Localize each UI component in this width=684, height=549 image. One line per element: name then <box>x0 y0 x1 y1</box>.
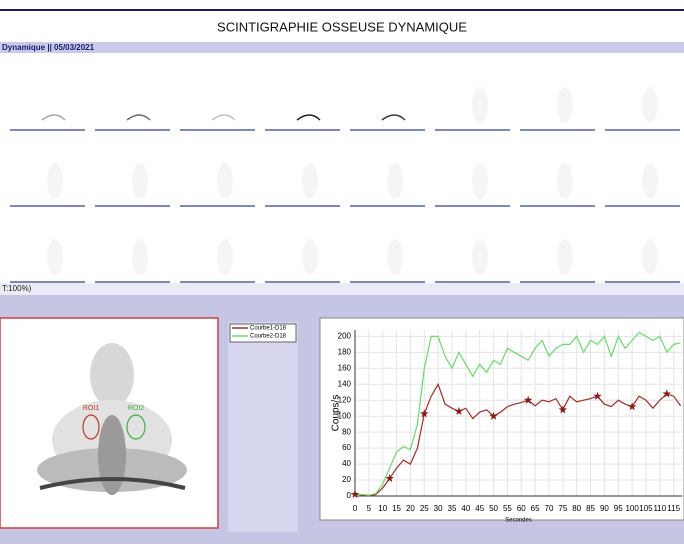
thumb-body <box>472 163 488 199</box>
y-tick-label: 180 <box>338 347 352 356</box>
thumb-body <box>132 163 148 199</box>
page: SCINTIGRAPHIE OSSEUSE DYNAMIQUE Dynamiqu… <box>0 0 684 549</box>
y-tick-label: 40 <box>342 459 351 468</box>
thumb-body <box>642 239 658 275</box>
legend-panel <box>228 322 298 532</box>
y-tick-label: 60 <box>342 443 351 452</box>
y-axis-label: Coups/s <box>331 395 342 432</box>
page-title: SCINTIGRAPHIE OSSEUSE DYNAMIQUE <box>217 19 467 34</box>
image-grid <box>0 53 684 283</box>
thumb-body <box>472 87 488 123</box>
chart-panel <box>320 318 684 520</box>
y-tick-label: 20 <box>342 475 351 484</box>
legend-label: Courbe2-D18 <box>250 334 287 340</box>
thumb-body <box>557 239 573 275</box>
thumb-body <box>132 239 148 275</box>
thumb-body <box>217 163 233 199</box>
y-tick-label: 80 <box>342 427 351 436</box>
x-tick-label: 25 <box>420 504 429 513</box>
x-tick-label: 100 <box>625 504 639 513</box>
thumb-body <box>302 239 318 275</box>
x-tick-label: 0 <box>353 504 358 513</box>
x-tick-label: 55 <box>503 504 512 513</box>
x-tick-label: 115 <box>667 504 680 513</box>
y-tick-label: 160 <box>338 363 352 372</box>
thumb-body <box>47 163 63 199</box>
subtitle: Dynamique || 05/03/2021 <box>2 43 95 52</box>
status-text: T:100%) <box>2 284 32 293</box>
x-axis-label: Secondes <box>505 518 532 524</box>
x-tick-label: 110 <box>653 504 666 513</box>
x-tick-label: 45 <box>475 504 484 513</box>
roi-label: ROI2 <box>128 405 144 412</box>
x-tick-label: 30 <box>434 504 443 513</box>
x-tick-label: 70 <box>545 504 554 513</box>
x-tick-label: 10 <box>378 504 387 513</box>
x-tick-label: 105 <box>639 504 653 513</box>
y-tick-label: 200 <box>338 331 352 340</box>
screen: SCINTIGRAPHIE OSSEUSE DYNAMIQUE Dynamiqu… <box>0 0 684 544</box>
legend-label: Courbe1-D18 <box>250 326 287 332</box>
x-tick-label: 20 <box>406 504 415 513</box>
thumb-body <box>557 163 573 199</box>
x-tick-label: 35 <box>448 504 457 513</box>
thumb-body <box>217 239 233 275</box>
x-tick-label: 40 <box>461 504 470 513</box>
thumb-body <box>642 163 658 199</box>
thumb-body <box>302 163 318 199</box>
roi-label: ROI1 <box>83 405 99 412</box>
thumb-body <box>47 239 63 275</box>
status-bar <box>0 283 684 295</box>
subtitle-bar <box>0 42 684 53</box>
x-tick-label: 15 <box>392 504 401 513</box>
x-tick-label: 50 <box>489 504 498 513</box>
x-tick-label: 5 <box>367 504 372 513</box>
thumb-body <box>557 87 573 123</box>
x-tick-label: 75 <box>558 504 567 513</box>
x-tick-label: 95 <box>614 504 623 513</box>
y-tick-label: 0 <box>347 491 352 500</box>
x-tick-label: 90 <box>600 504 609 513</box>
thumb-body <box>472 239 488 275</box>
x-tick-label: 85 <box>586 504 595 513</box>
x-tick-label: 60 <box>517 504 526 513</box>
x-tick-label: 65 <box>531 504 540 513</box>
thumb-body <box>387 239 403 275</box>
thumb-body <box>642 87 658 123</box>
thumb-body <box>387 163 403 199</box>
x-tick-label: 80 <box>572 504 581 513</box>
y-tick-label: 140 <box>338 379 352 388</box>
